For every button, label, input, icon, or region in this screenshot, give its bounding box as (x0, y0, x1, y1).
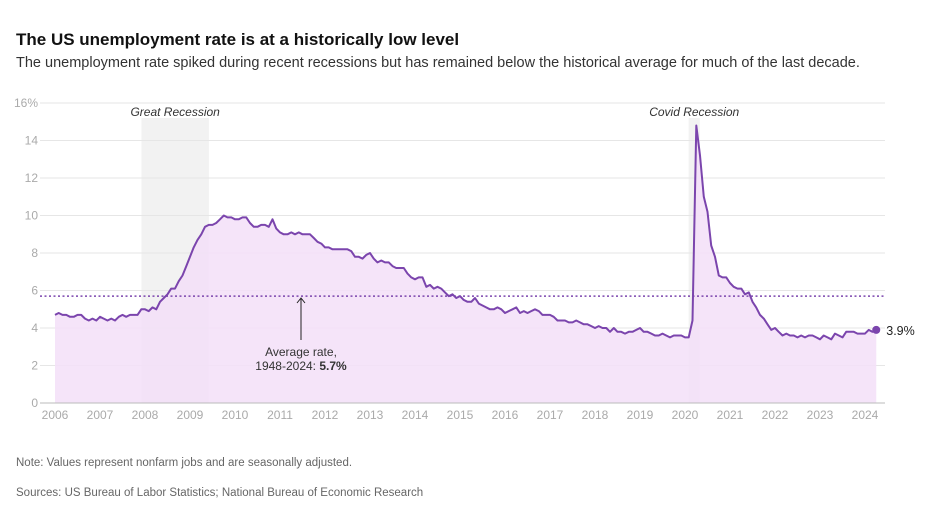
y-tick-label: 8 (31, 246, 38, 260)
recession-label: Great Recession (130, 105, 220, 119)
x-tick-label: 2023 (807, 408, 834, 422)
y-tick-label: 16% (14, 96, 38, 110)
x-tick-label: 2014 (402, 408, 429, 422)
x-tick-label: 2021 (717, 408, 744, 422)
x-tick-label: 2009 (177, 408, 204, 422)
x-tick-label: 2024 (852, 408, 879, 422)
x-tick-label: 2011 (267, 408, 293, 422)
recession-label: Covid Recession (649, 105, 739, 119)
footnote: Note: Values represent nonfarm jobs and … (16, 457, 353, 469)
y-tick-label: 14 (25, 134, 39, 148)
chart-subtitle: The unemployment rate spiked during rece… (16, 55, 860, 71)
y-tick-label: 0 (31, 396, 38, 410)
x-tick-label: 2010 (222, 408, 249, 422)
x-tick-label: 2016 (492, 408, 519, 422)
y-tick-label: 4 (31, 321, 38, 335)
y-tick-label: 10 (25, 209, 39, 223)
unemployment-line (54, 124, 877, 341)
x-tick-label: 2019 (627, 408, 654, 422)
end-point (872, 325, 881, 334)
y-tick-label: 2 (31, 359, 38, 373)
x-tick-label: 2018 (582, 408, 609, 422)
x-tick-label: 2013 (357, 408, 384, 422)
unemployment-chart: 2006 2007 2008 2009 2010 2011 2012 2013 2014 2015… (14, 96, 915, 422)
average-label-line2: 1948-2024: 5.7% (255, 359, 347, 373)
y-tick-label: 12 (25, 171, 39, 185)
end-value-label: 3.9% (886, 324, 915, 338)
x-tick-label: 2015 (447, 408, 474, 422)
chart-title: The US unemployment rate is at a histori… (16, 30, 460, 49)
x-tick-label: 2012 (312, 408, 339, 422)
x-tick-label: 2006 (42, 408, 69, 422)
x-tick-label: 2017 (537, 408, 564, 422)
y-tick-label: 6 (31, 284, 38, 298)
x-tick-label: 2022 (762, 408, 789, 422)
x-tick-label: 2020 (672, 408, 699, 422)
x-tick-label: 2008 (132, 408, 159, 422)
x-tick-label: 2007 (87, 408, 114, 422)
area-fill (55, 125, 877, 403)
average-label-line1: Average rate, (265, 345, 337, 359)
sources: Sources: US Bureau of Labor Statistics; … (16, 487, 424, 499)
arrow-head-icon (296, 297, 306, 304)
